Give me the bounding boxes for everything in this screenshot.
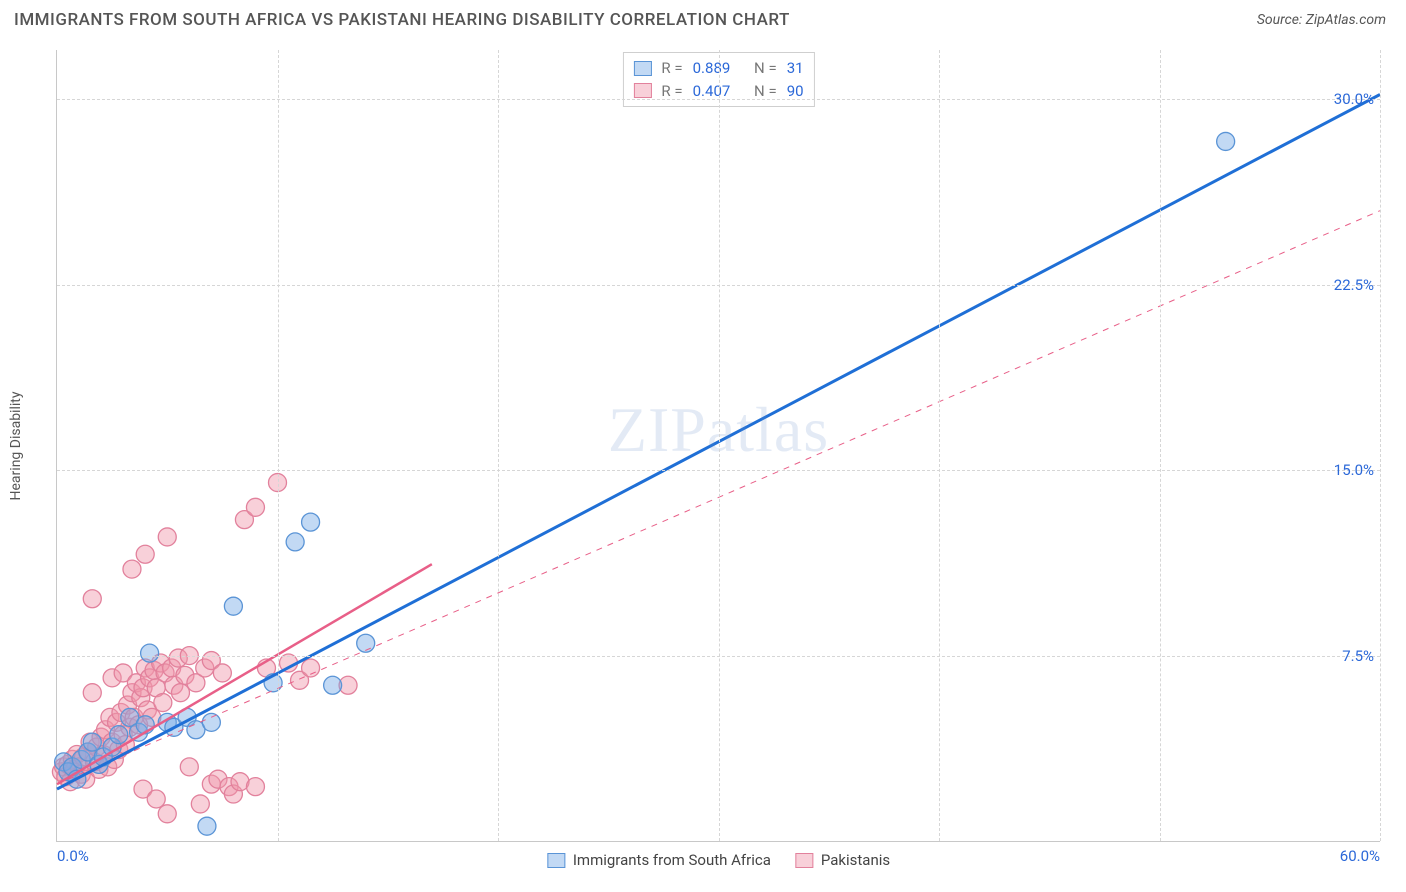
swatch-sa [633, 61, 651, 76]
source-credit: Source: ZipAtlas.com [1257, 12, 1386, 28]
swatch-sa-bottom [547, 853, 565, 868]
x-tick-label: 0.0% [57, 847, 89, 865]
legend-label-pk: Pakistanis [821, 851, 890, 869]
swatch-pk-bottom [795, 853, 813, 868]
y-axis-label: Hearing Disability [8, 392, 24, 501]
legend-item-sa: Immigrants from South Africa [547, 851, 771, 869]
y-tick-label: 7.5% [1342, 647, 1374, 665]
chart-plot-area: ZIPatlas R = 0.889 N = 31 R = 0.407 N = … [56, 50, 1380, 842]
n-value-sa: 31 [787, 57, 804, 80]
y-tick-label: 22.5% [1334, 276, 1374, 294]
y-tick-label: 30.0% [1334, 90, 1374, 108]
legend-series: Immigrants from South Africa Pakistanis [547, 851, 890, 869]
r-value-sa: 0.889 [693, 57, 731, 80]
source-prefix: Source: [1257, 12, 1306, 28]
swatch-pk [633, 83, 651, 98]
y-tick-label: 15.0% [1334, 461, 1374, 479]
n-label: N = [754, 57, 777, 80]
chart-header: IMMIGRANTS FROM SOUTH AFRICA VS PAKISTAN… [0, 0, 1406, 36]
legend-label-sa: Immigrants from South Africa [573, 851, 771, 869]
r-label: R = [661, 57, 682, 80]
x-tick-label: 60.0% [1340, 847, 1380, 865]
legend-item-pk: Pakistanis [795, 851, 890, 869]
chart-title: IMMIGRANTS FROM SOUTH AFRICA VS PAKISTAN… [14, 10, 790, 30]
source-name: ZipAtlas.com [1306, 12, 1386, 28]
